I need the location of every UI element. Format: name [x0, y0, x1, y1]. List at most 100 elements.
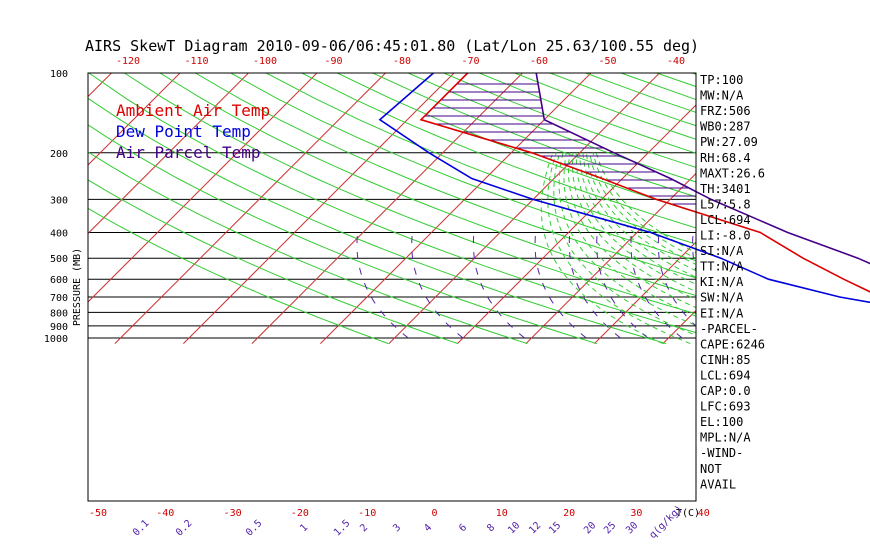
mixing-ratio-tick-label: 6 [457, 522, 469, 534]
isotherm-line [0, 67, 49, 344]
pressure-tick-label: 900 [50, 322, 68, 333]
dry-adiabat-line [372, 73, 696, 198]
top-temp-tick-label: -120 [116, 56, 140, 67]
sounding-index: PW:27.09 [700, 135, 758, 149]
mixing-ratio-line [411, 232, 464, 339]
top-temp-tick-label: -50 [598, 56, 616, 67]
mixing-ratio-line [864, 233, 870, 339]
mixing-ratio-tick-label: 1.5 [332, 518, 353, 539]
mixing-ratio-line [837, 233, 870, 339]
dry-adiabat-line [124, 73, 696, 315]
dew-point-curve [378, 72, 870, 304]
pressure-tick-label: 800 [50, 308, 68, 319]
mixing-ratio-tick-label: 0.2 [174, 518, 195, 539]
isotherm-line [88, 73, 250, 235]
dry-adiabat-line [656, 73, 696, 88]
grid-lines [0, 67, 870, 345]
pressure-tick-label: 700 [50, 293, 68, 304]
sounding-index: WB0:287 [700, 120, 751, 134]
mixing-ratio-tick-label: 0.5 [244, 518, 265, 539]
dry-adiabat-line [88, 73, 696, 334]
dry-adiabat-line [834, 73, 870, 344]
pressure-tick-label: 500 [50, 254, 68, 265]
moist-adiabat-line [595, 152, 696, 254]
dry-adiabat-line [230, 73, 696, 262]
moist-adiabat-line [540, 152, 664, 345]
mixing-ratio-tick-label: 15 [547, 520, 563, 536]
sounding-index: EI:N/A [700, 306, 744, 320]
pressure-tick-label: 1000 [44, 334, 68, 345]
moist-adiabat-line [547, 152, 691, 345]
isotherm-line [251, 73, 524, 344]
isotherm-line [800, 67, 870, 344]
sounding-index: CINH:85 [700, 353, 751, 367]
sounding-index: LCL:694 [700, 213, 751, 227]
mixing-ratio-tick-label: 12 [527, 520, 543, 536]
dry-adiabat-line [763, 73, 870, 344]
bottom-temp-tick-label: -20 [291, 508, 309, 519]
mixing-ratio-line [596, 232, 649, 339]
top-temp-tick-label: -60 [530, 56, 548, 67]
dry-adiabat-line [337, 73, 696, 213]
legend-entry: Ambient Air Temp [116, 101, 270, 120]
isotherm-line [88, 73, 318, 303]
dry-adiabat-line [88, 97, 667, 345]
sounding-index: SI:N/A [700, 244, 744, 258]
y-axis-label: PRESSURE (MB) [72, 248, 83, 326]
dry-adiabat-line [195, 73, 696, 279]
sounding-index: MAXT:26.6 [700, 166, 765, 180]
mixing-ratio-tick-label: 4 [422, 522, 434, 534]
sounding-index: SW:N/A [700, 291, 744, 305]
sounding-index: FRZ:506 [700, 104, 751, 118]
sounding-index: CAPE:6246 [700, 337, 765, 351]
bottom-temp-tick-label: 20 [563, 508, 575, 519]
sounding-index: KI:N/A [700, 275, 744, 289]
dry-adiabat-line [407, 73, 696, 183]
mixing-ratio-line [356, 232, 409, 339]
moist-adiabat-line [592, 152, 696, 259]
dry-adiabat-line [301, 73, 696, 229]
sounding-index: LI:-8.0 [700, 229, 751, 243]
top-temp-tick-label: -70 [461, 56, 479, 67]
pressure-tick-label: 100 [50, 69, 68, 80]
legend-entry: Air Parcel Temp [116, 143, 261, 162]
ambient-temp-curve [419, 72, 870, 293]
moist-adiabat-line [563, 152, 696, 317]
isotherm-line [320, 73, 592, 344]
bottom-temp-tick-label: 10 [496, 508, 508, 519]
mixing-ratio-line [472, 232, 525, 339]
mixing-ratio-tick-label: 8 [485, 522, 497, 534]
mixing-ratio-line [809, 233, 860, 339]
moist-adiabat-line [575, 152, 696, 293]
dry-adiabat-line [443, 73, 696, 168]
pressure-tick-label: 400 [50, 229, 68, 240]
mixing-ratio-line [630, 232, 683, 339]
sounding-index: NOT [700, 462, 722, 476]
mixing-ratio-line [692, 232, 696, 273]
sounding-index: TT:N/A [700, 260, 744, 274]
pressure-tick-label: 300 [50, 195, 68, 206]
top-temp-tick-label: -90 [324, 56, 342, 67]
dry-adiabat-line [159, 73, 696, 297]
sounding-index: TH:3401 [700, 182, 751, 196]
top-temp-tick-label: -110 [184, 56, 208, 67]
x-axis-label: T(C) [676, 508, 700, 519]
sounding-index: CAP:0.0 [700, 384, 751, 398]
moist-adiabat-line [585, 152, 696, 272]
mixing-ratio-tick-label: 20 [582, 520, 598, 536]
dry-adiabat-line [514, 73, 696, 140]
bottom-temp-tick-label: -10 [358, 508, 376, 519]
moist-adiabat-line [589, 152, 696, 265]
isotherm-line [457, 104, 696, 344]
legend-entry: Dew Point Temp [116, 122, 251, 141]
moist-adiabat-line [582, 152, 696, 278]
sounding-index: -WIND- [700, 446, 743, 460]
sounding-index: EL:100 [700, 415, 743, 429]
mixing-ratio-tick-label: 3 [391, 522, 403, 534]
isotherm-line [525, 172, 696, 344]
sounding-index: TP:100 [700, 73, 743, 87]
plot-frame [87, 72, 697, 502]
sounding-index: L57:5.8 [700, 197, 751, 211]
sounding-index: AVAIL [700, 477, 736, 491]
